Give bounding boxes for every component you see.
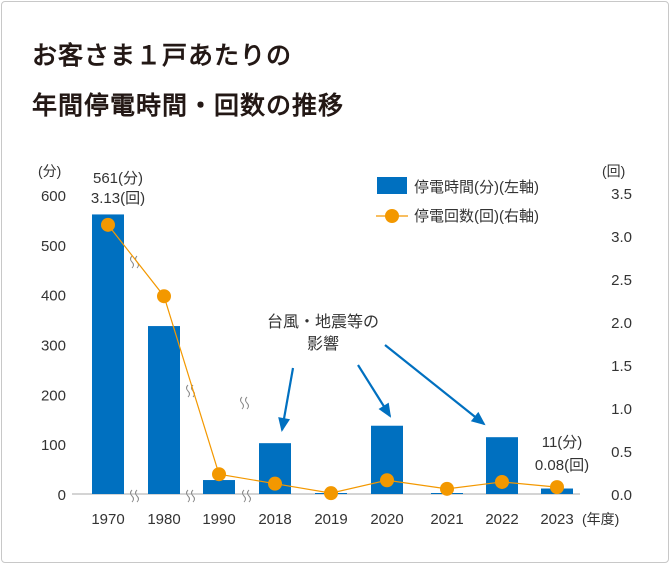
bar-1970 bbox=[92, 214, 124, 494]
right-tick-label: 1.5 bbox=[611, 358, 632, 375]
x-tick-label: 2019 bbox=[314, 511, 347, 528]
left-tick-label: 0 bbox=[58, 487, 66, 504]
legend-line-label: 停電回数(回)(右軸) bbox=[414, 208, 539, 225]
x-tick-label: 1970 bbox=[91, 511, 124, 528]
x-tick-label: 2022 bbox=[485, 511, 518, 528]
point-2021 bbox=[440, 481, 454, 496]
left-tick-label: 300 bbox=[41, 338, 66, 355]
right-tick-label: 3.5 bbox=[611, 186, 632, 203]
legend-point-swatch bbox=[385, 209, 399, 223]
last-value-label: 0.08(回) bbox=[535, 457, 589, 474]
left-tick-label: 400 bbox=[41, 288, 66, 305]
arrow-head-icon bbox=[278, 417, 291, 432]
x-tick-label: 1990 bbox=[202, 511, 235, 528]
x-tick-label: 2021 bbox=[430, 511, 463, 528]
point-1990 bbox=[212, 467, 226, 482]
axis-break-icon bbox=[186, 489, 195, 503]
bar-1990 bbox=[203, 480, 235, 494]
legend-bar-label: 停電時間(分)(左軸) bbox=[414, 179, 539, 196]
right-tick-label: 2.0 bbox=[611, 315, 632, 332]
left-tick-label: 600 bbox=[41, 188, 66, 205]
legend-bar-swatch bbox=[377, 177, 407, 194]
right-tick-label: 0.5 bbox=[611, 444, 632, 461]
point-2020 bbox=[380, 473, 394, 488]
right-tick-label: 3.0 bbox=[611, 229, 632, 246]
left-axis-unit: (分) bbox=[38, 163, 61, 179]
arrow-head-icon bbox=[470, 411, 486, 426]
first-value-label: 561(分) bbox=[93, 170, 143, 187]
first-value-label: 3.13(回) bbox=[91, 190, 145, 207]
callout-label: 影響 bbox=[307, 335, 339, 353]
right-tick-label: 0.0 bbox=[611, 487, 632, 504]
axis-break-icon bbox=[242, 489, 251, 503]
arrow-head-icon bbox=[378, 402, 392, 418]
point-1980 bbox=[157, 289, 171, 304]
point-2023 bbox=[550, 480, 564, 495]
left-tick-label: 500 bbox=[41, 238, 66, 255]
x-axis-unit: (年度) bbox=[582, 511, 619, 527]
left-tick-label: 200 bbox=[41, 387, 66, 404]
right-axis-unit: (回) bbox=[602, 163, 625, 179]
callout-label: 台風・地震等の bbox=[267, 313, 379, 331]
point-2018 bbox=[268, 476, 282, 491]
x-tick-label: 2020 bbox=[370, 511, 403, 528]
x-tick-label: 2023 bbox=[540, 511, 573, 528]
chart-title-line-2: 年間停電時間・回数の推移 bbox=[32, 91, 345, 120]
point-2019 bbox=[324, 486, 338, 501]
line-break-icon bbox=[240, 396, 249, 410]
axis-break-icon bbox=[130, 489, 139, 503]
point-1970 bbox=[101, 217, 115, 232]
right-tick-label: 2.5 bbox=[611, 272, 632, 289]
right-tick-label: 1.0 bbox=[611, 401, 632, 418]
chart-title-line-1: お客さま１戸あたりの bbox=[32, 41, 293, 70]
x-tick-label: 1980 bbox=[147, 511, 180, 528]
x-tick-label: 2018 bbox=[258, 511, 291, 528]
last-value-label: 11(分) bbox=[542, 434, 583, 451]
point-2022 bbox=[495, 474, 509, 489]
callout-arrow bbox=[384, 344, 485, 425]
left-tick-label: 100 bbox=[41, 437, 66, 454]
bar-1980 bbox=[148, 326, 180, 494]
